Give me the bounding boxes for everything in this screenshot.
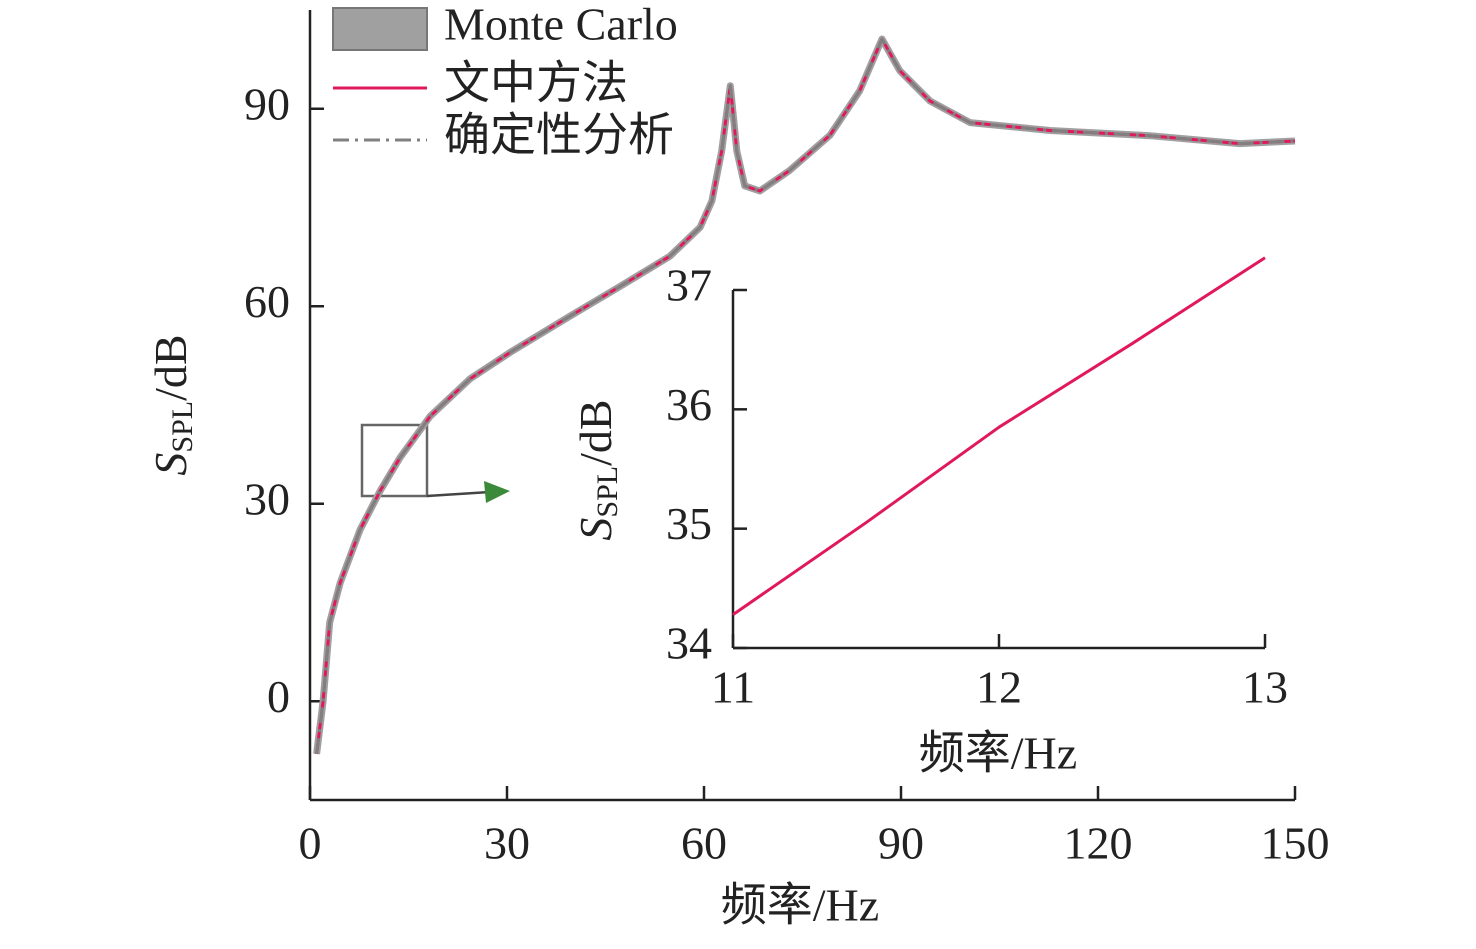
legend-label: 确定性分析	[444, 110, 674, 161]
series-line	[732, 256, 1266, 616]
legend-swatch	[332, 7, 428, 51]
y-axis-label: SSPL/dB	[570, 399, 624, 540]
y-label-symbol: S	[570, 518, 621, 541]
x-tick-label: 0	[299, 818, 322, 869]
x-tick-label: 13	[1242, 662, 1288, 713]
x-tick-label: 12	[976, 662, 1022, 713]
y-label-subscript: SPL	[166, 401, 199, 453]
legend-label: Monte Carlo	[444, 0, 678, 50]
x-axis-label: 频率/Hz	[919, 728, 1077, 779]
zoom-arrow	[426, 490, 491, 498]
x-tick-label: 30	[484, 818, 530, 869]
x-tick-label: 120	[1064, 818, 1133, 869]
x-tick-label: 60	[681, 818, 727, 869]
zoom-box	[360, 423, 429, 498]
y-tick-label: 37	[666, 260, 712, 311]
x-tick-label: 11	[711, 662, 755, 713]
y-tick-label: 36	[666, 379, 712, 430]
y-label-subscript: SPL	[591, 466, 624, 518]
zoom-arrowhead	[484, 481, 510, 503]
y-label-unit: /dB	[145, 334, 196, 400]
x-axis-label: 频率/Hz	[721, 880, 879, 931]
y-label-symbol: S	[145, 453, 196, 476]
series-line	[315, 37, 1296, 755]
y-axis-label: SSPL/dB	[145, 334, 199, 475]
y-label-unit: /dB	[570, 399, 621, 465]
y-tick-label: 90	[244, 78, 290, 129]
legend-label: 文中方法	[444, 58, 628, 109]
y-tick-label: 0	[267, 671, 290, 722]
x-tick-label: 150	[1261, 818, 1330, 869]
y-tick-label: 60	[244, 276, 290, 327]
y-tick-label: 35	[666, 498, 712, 549]
y-tick-label: 30	[244, 473, 290, 524]
y-tick-label: 34	[666, 618, 712, 669]
x-tick-label: 90	[878, 818, 924, 869]
